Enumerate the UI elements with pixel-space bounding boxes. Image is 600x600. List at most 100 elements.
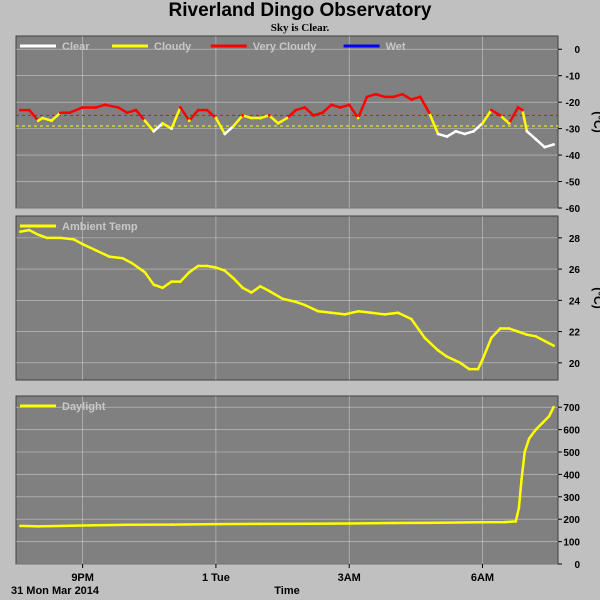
daylight-point xyxy=(81,524,84,527)
sky-y-tick-label: -10 xyxy=(566,72,581,83)
ambient-point xyxy=(205,264,209,268)
ambient-y-tick-label: 22 xyxy=(569,328,581,339)
ambient-y-tick-label: 24 xyxy=(569,296,581,307)
sky-y-tick-label: -50 xyxy=(566,178,581,189)
sky-segment xyxy=(507,106,520,125)
sky-segment xyxy=(410,95,422,101)
daylight-y-tick-label: 0 xyxy=(574,560,580,571)
daylight-point xyxy=(523,450,526,454)
sky-point xyxy=(125,111,129,115)
sky-point xyxy=(498,113,502,117)
ambient-point xyxy=(130,261,133,265)
ambient-point xyxy=(370,311,373,315)
ambient-point xyxy=(94,249,98,252)
ambient-point xyxy=(476,367,480,371)
sky-segment xyxy=(321,103,333,114)
sky-point xyxy=(81,106,85,109)
sky-point xyxy=(94,106,98,109)
ambient-point xyxy=(214,266,218,269)
ambient-point xyxy=(152,283,156,287)
sky-point xyxy=(134,108,138,112)
sky-point xyxy=(285,116,289,120)
sky-y-tick-label: -30 xyxy=(566,125,581,136)
sky-segment xyxy=(232,114,244,128)
footer-date-label: 31 Mon Mar 2014 xyxy=(11,585,100,597)
sky-legend-label: Wet xyxy=(386,41,406,53)
sky-point xyxy=(436,132,440,136)
ambient-point xyxy=(36,233,40,237)
ambient-point xyxy=(250,291,253,294)
sky-point xyxy=(116,106,120,109)
sky-point xyxy=(365,95,369,99)
sky-point xyxy=(383,95,387,99)
daylight-plot-area xyxy=(15,395,559,565)
sky-legend-label: Clear xyxy=(62,41,90,53)
sky-segment xyxy=(214,116,227,136)
sky-segment xyxy=(205,108,218,120)
ambient-point xyxy=(436,349,440,352)
daylight-point xyxy=(541,421,544,425)
sky-point xyxy=(401,92,404,96)
ambient-point xyxy=(525,333,529,337)
daylight-y-tick-label: 300 xyxy=(563,493,580,504)
ambient-point xyxy=(356,309,360,313)
sky-point xyxy=(330,103,333,107)
daylight-y-tick-label: 600 xyxy=(563,426,580,437)
sky-segment xyxy=(276,116,289,125)
sky-segment xyxy=(521,108,529,133)
sky-point xyxy=(392,95,396,99)
ambient-y-axis-label: (°C) xyxy=(591,287,600,308)
sky-segment xyxy=(28,108,40,122)
sky-segment xyxy=(267,114,280,125)
daylight-point xyxy=(527,437,531,440)
sky-segment xyxy=(445,130,458,138)
daylight-series-line xyxy=(20,406,555,528)
sky-segment xyxy=(125,108,138,114)
sky-segment xyxy=(161,122,173,130)
sky-point xyxy=(463,132,467,136)
sky-segment xyxy=(401,92,413,101)
daylight-legend-label: Daylight xyxy=(62,401,106,413)
sky-segment xyxy=(472,122,484,133)
sky-segment xyxy=(490,108,502,117)
sky-segment xyxy=(50,111,62,122)
ambient-point xyxy=(294,300,298,304)
sky-point xyxy=(409,98,413,101)
sky-point xyxy=(152,129,156,133)
sky-point xyxy=(276,121,280,125)
ambient-point xyxy=(121,256,124,260)
sky-segment xyxy=(294,106,307,112)
sky-point xyxy=(50,119,53,123)
daylight-point xyxy=(520,477,523,481)
sky-y-axis-label: (°C) xyxy=(591,111,600,132)
sky-segment xyxy=(498,114,511,125)
ambient-point xyxy=(223,269,227,272)
sky-point xyxy=(294,108,298,112)
daylight-point xyxy=(436,521,440,525)
ambient-point xyxy=(28,228,31,232)
sky-point xyxy=(143,119,147,123)
daylight-point xyxy=(259,522,262,526)
ambient-point xyxy=(45,236,49,240)
daylight-point xyxy=(303,522,307,525)
sky-point xyxy=(356,116,360,120)
sky-point xyxy=(516,106,520,109)
sky-segment xyxy=(427,111,440,136)
sky-point xyxy=(374,92,378,96)
sky-point xyxy=(543,145,547,149)
sky-segment xyxy=(134,108,147,122)
sky-segment xyxy=(179,106,191,122)
sky-segment xyxy=(365,92,378,99)
sky-point xyxy=(521,108,524,112)
sky-point xyxy=(27,108,31,112)
ambient-point xyxy=(161,286,164,290)
ambient-point xyxy=(396,311,400,315)
sky-point xyxy=(59,111,62,115)
sky-segment xyxy=(143,119,155,133)
sky-segment xyxy=(285,108,298,120)
sky-segment xyxy=(259,114,271,120)
daylight-point xyxy=(547,414,551,418)
sky-point xyxy=(103,103,107,107)
